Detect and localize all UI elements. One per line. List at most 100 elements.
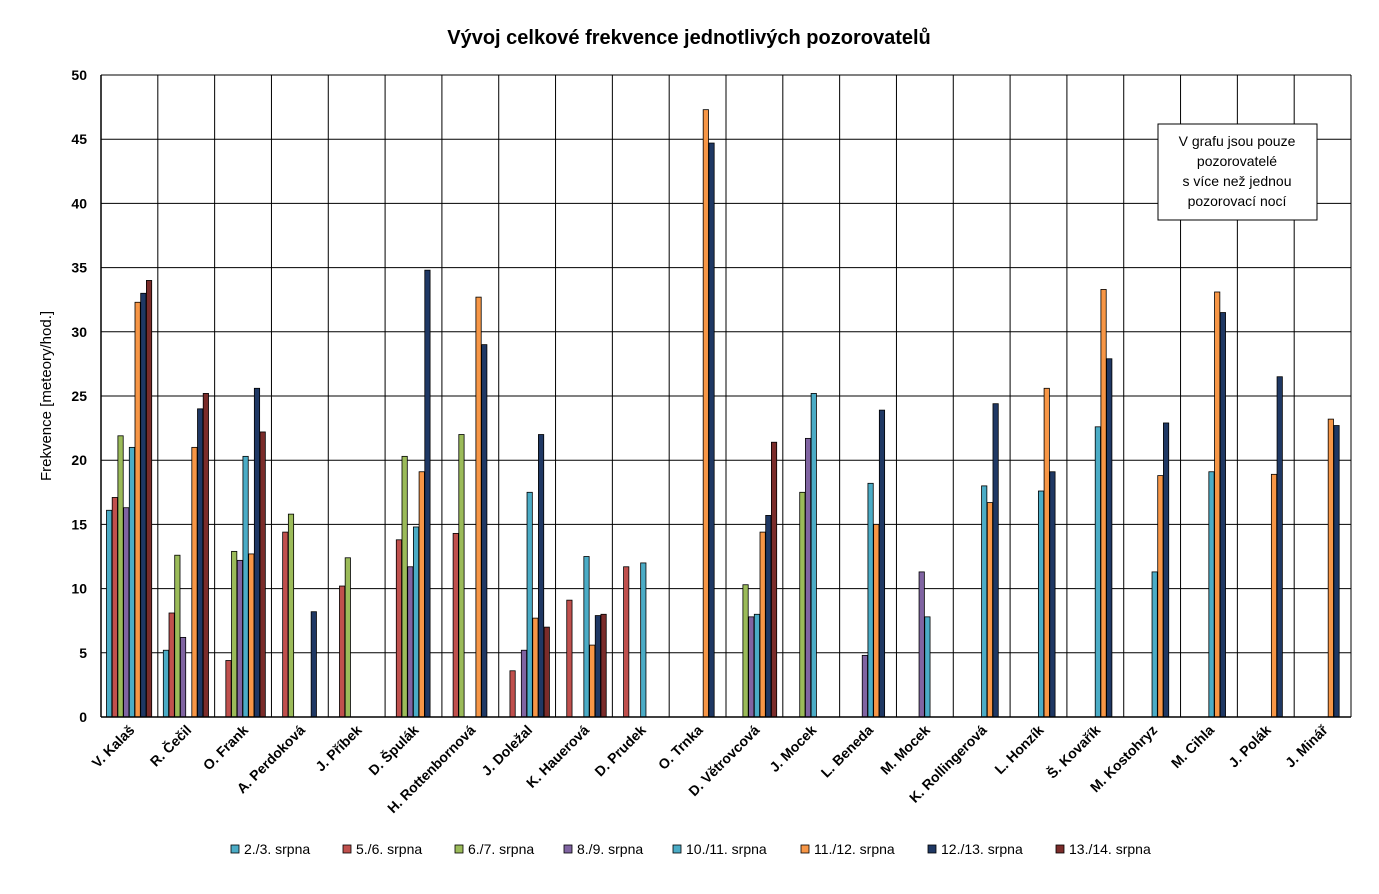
legend: 2./3. srpna 5./6. srpna 6./7. srpna 8./9. s… — [230, 841, 1151, 857]
annotation-line-2: pozorovatelé — [1197, 153, 1277, 169]
legend-swatch — [454, 844, 464, 854]
x-tick-label: R. Čečil — [146, 721, 194, 769]
bar — [242, 455, 249, 718]
bar — [918, 571, 925, 718]
bar — [742, 584, 749, 718]
y-tick-label: 0 — [79, 709, 87, 725]
bar — [589, 644, 596, 718]
bar — [532, 617, 539, 718]
x-tick-label: D. Špulák — [364, 721, 421, 778]
legend-label: 10./11. srpna — [686, 841, 767, 857]
bar — [810, 393, 817, 718]
annotation-line-3: s více než jednou — [1183, 173, 1292, 189]
x-tick-label: O. Trnka — [655, 722, 706, 773]
y-axis-label: Frekvence [meteory/hod.] — [38, 311, 55, 481]
bar — [401, 455, 408, 718]
y-tick-label: 20 — [71, 452, 87, 468]
bar — [282, 531, 289, 718]
bar — [452, 532, 459, 718]
chart-title: Vývoj celkové frekvence jednotlivých poz… — [447, 27, 931, 49]
bar — [861, 654, 868, 718]
bar — [106, 509, 113, 718]
bar — [878, 409, 886, 718]
x-tick-label: J. Doležal — [478, 722, 535, 779]
y-tick-label: 10 — [71, 581, 87, 597]
y-tick-labels: 0 5 10 15 20 25 30 35 40 45 50 — [71, 67, 87, 725]
legend-swatch — [927, 844, 937, 854]
y-tick-label: 35 — [71, 260, 87, 276]
bar — [407, 566, 414, 718]
bar — [771, 441, 778, 718]
bar — [1043, 387, 1050, 718]
annotation-line-4: pozorovací nocí — [1188, 193, 1287, 209]
bar — [287, 513, 295, 718]
bar — [1037, 490, 1045, 718]
legend-swatch — [672, 844, 682, 854]
bar — [520, 649, 528, 718]
legend-swatch — [800, 844, 810, 854]
bar — [1214, 291, 1221, 718]
bar — [1094, 426, 1101, 718]
bar — [310, 611, 317, 718]
x-tick-label: V. Kalaš — [89, 722, 138, 771]
legend-label: 11./12. srpna — [814, 841, 895, 857]
bar — [1100, 289, 1107, 718]
bar — [424, 269, 431, 718]
bar — [259, 431, 266, 718]
bar — [543, 626, 550, 718]
bar — [702, 109, 709, 718]
y-tick-label: 30 — [71, 324, 87, 340]
bar — [924, 616, 931, 718]
bar — [1049, 471, 1056, 718]
bar — [1106, 358, 1113, 718]
bar — [248, 553, 255, 718]
bar — [202, 393, 209, 718]
bar — [1208, 471, 1215, 718]
bar — [1163, 422, 1170, 718]
bar — [162, 649, 170, 718]
bar — [1219, 312, 1226, 718]
bar — [600, 613, 607, 718]
bar — [134, 301, 141, 718]
y-tick-label: 25 — [71, 388, 87, 404]
legend-swatch — [342, 844, 352, 854]
bar — [117, 435, 124, 718]
bar — [867, 482, 874, 718]
y-tick-label: 50 — [71, 67, 87, 83]
legend-label: 12./13. srpna — [941, 841, 1023, 857]
legend-label: 13./14. srpna — [1069, 841, 1151, 857]
bar — [1157, 475, 1164, 718]
x-tick-label: L. Beneda — [818, 722, 877, 781]
bar — [236, 559, 243, 718]
bar — [197, 408, 204, 718]
bar — [748, 616, 755, 718]
x-tick-label: L. Honzík — [991, 722, 1046, 777]
annotation-border — [1157, 123, 1318, 221]
bar — [583, 556, 590, 718]
axes — [100, 75, 1351, 718]
legend-label: 5./6. srpna — [356, 841, 422, 857]
x-tick-label: Š. Kovařík — [1043, 721, 1104, 782]
bar — [1333, 425, 1340, 718]
bar — [873, 524, 880, 718]
bar — [759, 531, 766, 718]
x-tick-label: J. Polák — [1225, 722, 1274, 771]
bar — [538, 434, 545, 718]
bar — [594, 615, 601, 718]
bar — [412, 526, 420, 718]
bar — [805, 437, 812, 718]
x-tick-label: J. Minář — [1282, 721, 1331, 770]
bar — [145, 280, 153, 718]
bar — [191, 446, 198, 718]
bar — [225, 660, 232, 718]
bar — [981, 485, 988, 718]
legend-label: 6./7. srpna — [468, 841, 534, 857]
bar — [140, 292, 147, 718]
bar — [1276, 376, 1283, 718]
bar — [509, 670, 516, 718]
x-tick-label: M. Cihla — [1168, 722, 1217, 771]
bar — [231, 550, 238, 718]
